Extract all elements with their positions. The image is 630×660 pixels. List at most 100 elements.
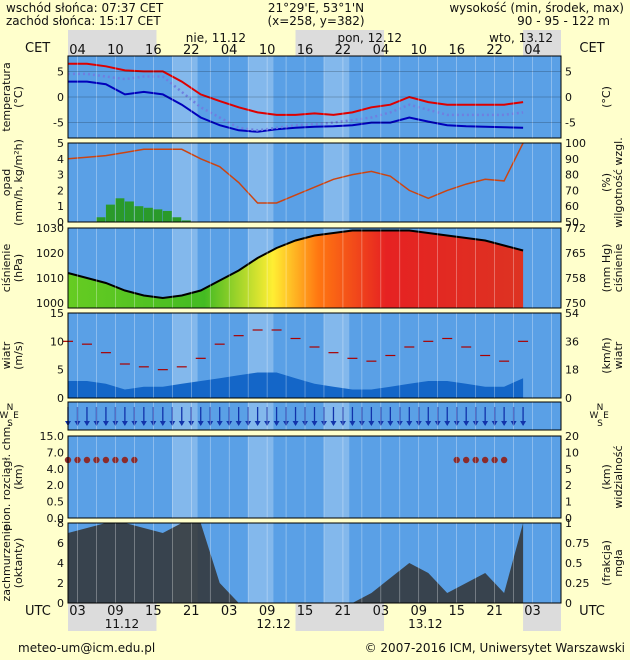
wind-direction-arrowhead [159,421,166,426]
wind-direction-arrowhead [197,421,204,426]
tick-hour-cet: 10 [411,43,428,58]
wind-direction-arrowhead [83,421,90,426]
wind-tick-kmh: 18 [565,364,579,377]
tick-day-cet: nie, 11.12 [186,31,246,45]
cloudbase-marker [462,456,470,464]
panel-frame [67,401,562,431]
daylight-band [323,56,350,138]
axis-day-band [523,603,561,631]
cloudbase-tick: 15.0 [40,430,65,443]
axis-day-band [68,30,157,56]
tick-hour-utc: 21 [183,604,200,619]
daylight-band [323,523,350,603]
left-axis-title: zachmurzenie [0,524,13,601]
compass-letter: N [7,403,14,413]
tz-top-right: CET [579,41,604,56]
left-axis-title: (hPa) [12,254,25,282]
height-title: wysokość (min, środek, max) [449,1,624,15]
visibility-tick: 20 [565,430,579,443]
humidity-tick: 100 [565,137,586,150]
daylight-band [172,402,198,430]
panel-frame [67,55,562,139]
left-axis-title: (m/s) [12,341,25,370]
tz-top-left: CET [25,41,50,56]
wind-direction-arrowhead [349,421,356,426]
wind-direction-arrowhead [463,421,470,426]
axis-day-band [295,30,385,56]
left-axis-title: temperatura [0,62,13,131]
tick-hour-utc: 09 [411,604,428,619]
wind-direction-arrowhead [406,421,413,426]
fog-tick: 1 [565,517,572,530]
humidity-tick: 80 [565,169,579,182]
precip-tick: 1 [57,200,64,213]
daylight-band [172,436,198,518]
height-values: 90 - 95 - 122 m [517,14,610,28]
tick-hour-cet: 16 [145,43,162,58]
cloudbase-tick: 4.0 [47,463,65,476]
wind-direction-arrowhead [178,421,185,426]
daylight-band [248,143,274,222]
compass-letter: N [597,403,604,413]
tick-hour-cet: 04 [373,43,390,58]
right-axis-title: ciśnienie [612,244,625,293]
tz-bottom-right: UTC [579,604,605,619]
daylight-band [323,143,350,222]
left-axis-title: ciśnienie [0,244,13,293]
daylight-band [172,143,198,222]
wind-tick-ms: 10 [50,335,64,348]
wind-tick-kmh: 0 [565,392,572,405]
pressure-tick-hpa: 1030 [36,222,64,235]
tz-bottom-left: UTC [25,604,51,619]
axis-day-band [523,30,561,56]
tick-hour-utc: 03 [69,604,86,619]
cloudbase-tick: 0.5 [47,496,65,509]
wind-direction-arrowhead [444,421,451,426]
right-axis-title: (km) [600,464,613,490]
panel-frame [67,227,562,309]
left-axis-title: (mm/h, kg/m²h) [12,139,25,226]
visibility-tick: 0 [565,512,572,525]
cloudbase-tick: 2.0 [47,479,65,492]
cloud-tick: 4 [57,557,64,570]
visibility-tick: 1 [565,496,572,509]
tick-hour-cet: 10 [259,43,276,58]
left-axis-title: (km) [12,464,25,490]
fog-tick: 0.5 [565,557,583,570]
pressure-tick-hpa: 1010 [36,272,64,285]
cloudbase-marker [83,456,91,464]
compass-letter: E [13,411,19,421]
left-axis-title: opad [0,169,13,196]
humidity-tick: 50 [565,216,579,229]
wind-direction-arrowhead [520,421,527,426]
compass-letter: E [603,411,609,421]
wind-direction-arrowhead [273,421,280,426]
cloudbase-tick: 7.0 [47,446,65,459]
cloudbase-marker [500,456,508,464]
wind-direction-arrowhead [330,421,337,426]
pressure-tick-hpa: 1020 [36,247,64,260]
cloud-cover-area [68,523,524,603]
panel-frame [67,435,562,519]
visibility-tick: 2 [565,479,572,492]
wind-tick-kmh: 54 [565,307,579,320]
humidity-tick: 90 [565,153,579,166]
visibility-tick: 5 [565,463,572,476]
compass-letter: S [7,419,13,429]
right-axis-title: (°C) [600,86,613,108]
pressure-tick-mmhg: 765 [565,247,586,260]
temp-tick-right: 0 [565,91,572,104]
precip-bar [96,217,106,222]
wind-direction-arrowhead [235,421,242,426]
pressure-tick-mmhg: 758 [565,272,586,285]
footer-copyright: © 2007-2016 ICM, Uniwersytet Warszawski [365,641,625,655]
footer-email: meteo-um@icm.edu.pl [18,641,155,655]
daylight-band [323,436,350,518]
daylight-band [248,402,274,430]
temp-line-dewpoint [68,72,524,132]
compass-letter: W [0,411,9,421]
axis-day-band [295,603,385,631]
axis-day-band [68,603,157,631]
precip-bar [181,220,191,222]
wind-direction-arrowhead [501,421,508,426]
